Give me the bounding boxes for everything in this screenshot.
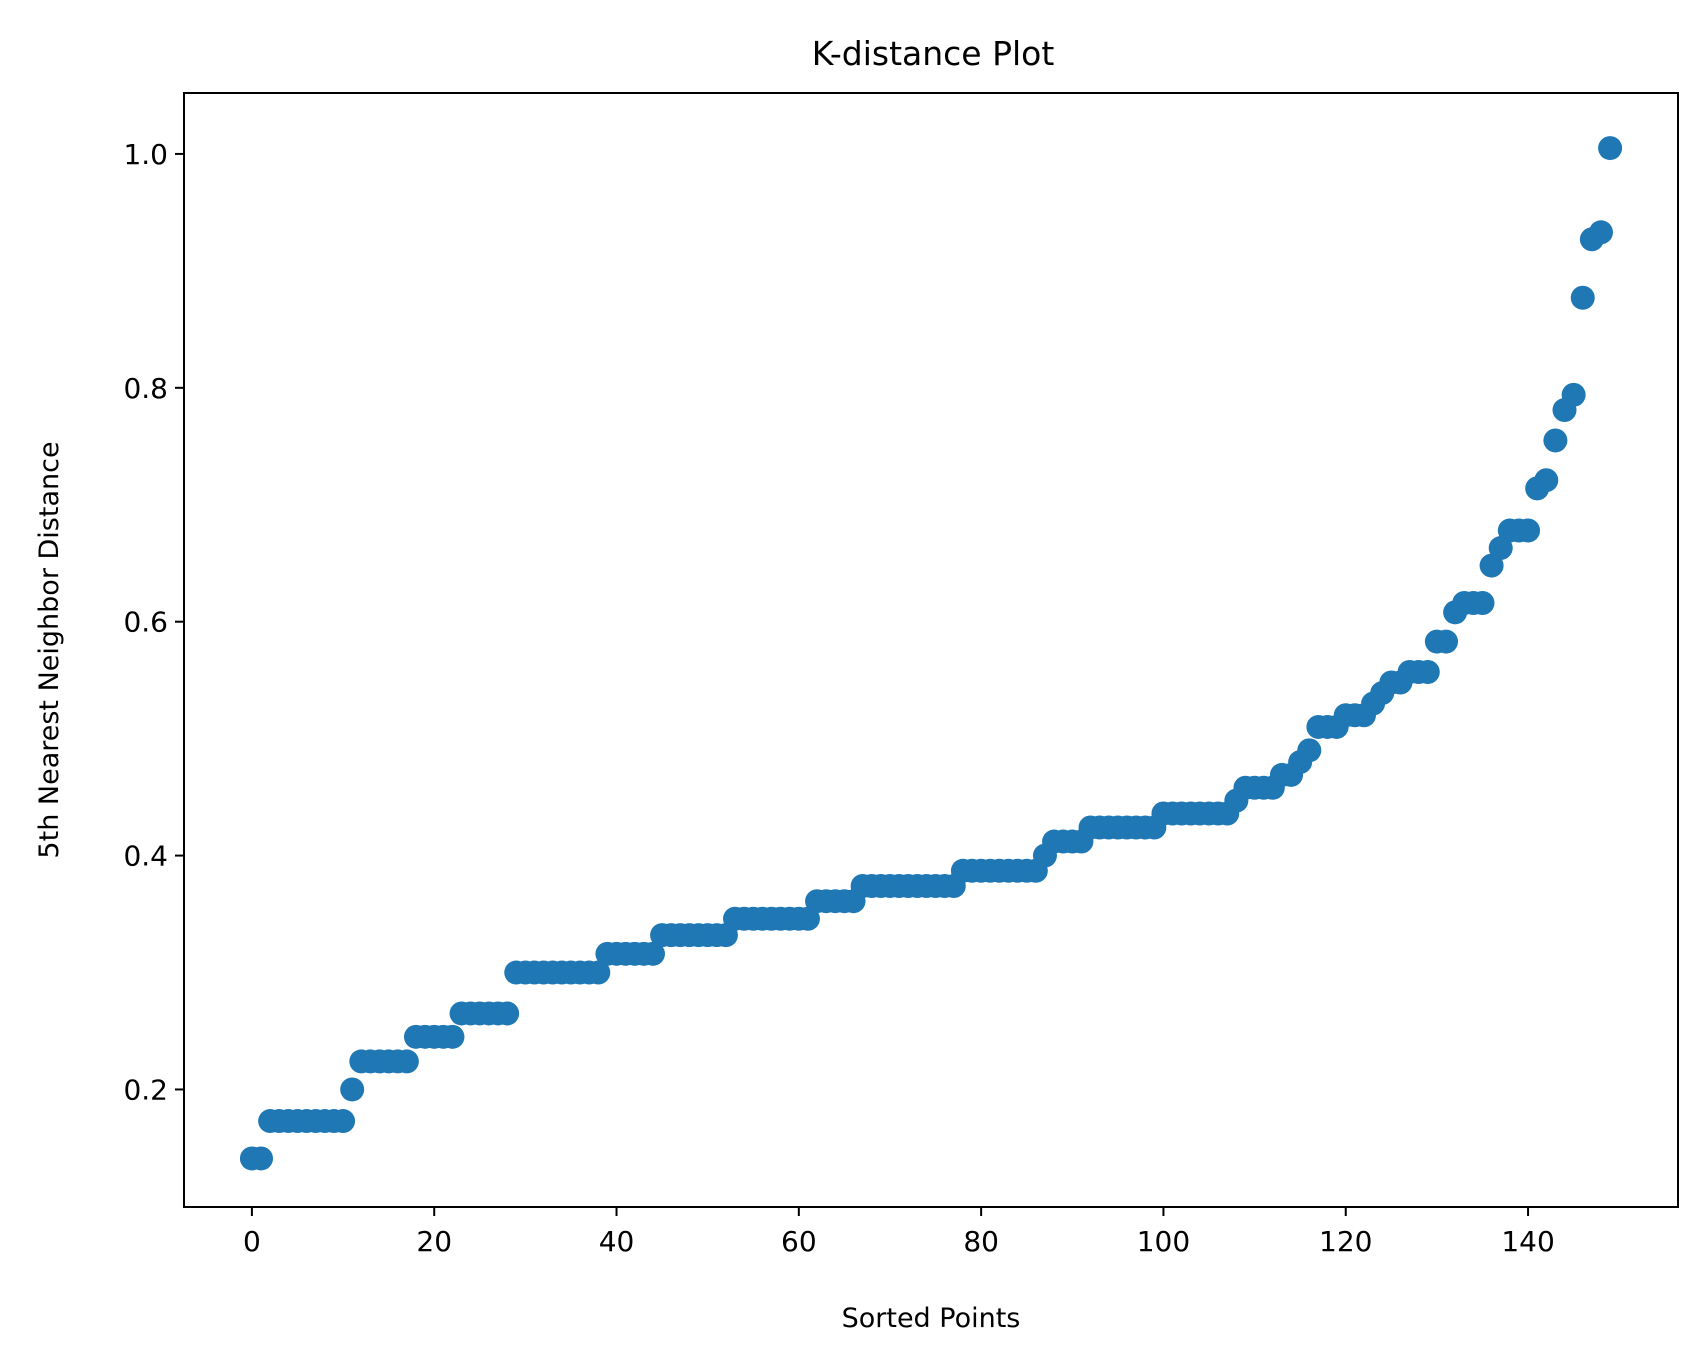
data-point: [1588, 220, 1613, 245]
data-point: [1434, 629, 1459, 654]
data-point: [1570, 285, 1595, 310]
x-tick-label: 120: [1319, 1225, 1372, 1258]
plot-frame: [183, 92, 1679, 1208]
x-tick-label: 60: [781, 1225, 817, 1258]
data-point: [394, 1049, 419, 1074]
y-tick-label: 1.0: [123, 138, 168, 171]
y-tick-label: 0.6: [123, 606, 168, 639]
x-tick-label: 20: [416, 1225, 452, 1258]
data-point: [495, 1001, 520, 1026]
data-point: [331, 1109, 356, 1134]
x-tick-label: 40: [599, 1225, 635, 1258]
y-tick-label: 0.4: [123, 840, 168, 873]
chart-title: K-distance Plot: [812, 34, 1055, 73]
y-tick-label: 0.2: [123, 1073, 168, 1106]
y-axis-label: 5th Nearest Neighbor Distance: [34, 441, 65, 858]
data-point: [1415, 659, 1440, 684]
data-point: [586, 960, 611, 985]
x-axis-label: Sorted Points: [842, 1303, 1021, 1334]
data-point: [1561, 382, 1586, 407]
x-axis-ticks: 0 20 40 60 80 100 120 140: [243, 1207, 1555, 1258]
data-point: [440, 1024, 465, 1049]
y-axis-ticks: 0.2 0.4 0.6 0.8 1.0: [123, 138, 184, 1106]
x-tick-label: 80: [963, 1225, 999, 1258]
data-point: [1297, 738, 1322, 763]
data-point: [640, 941, 665, 966]
x-tick-label: 0: [243, 1225, 261, 1258]
x-tick-label: 140: [1501, 1225, 1554, 1258]
data-point: [340, 1077, 365, 1102]
data-point: [1470, 590, 1495, 615]
data-points: [239, 136, 1623, 1171]
data-point: [1598, 136, 1623, 161]
x-tick-label: 100: [1137, 1225, 1190, 1258]
y-tick-label: 0.8: [123, 372, 168, 405]
data-point: [1534, 468, 1559, 493]
data-point: [249, 1146, 274, 1171]
data-point: [1543, 428, 1568, 453]
data-point: [1516, 518, 1541, 543]
